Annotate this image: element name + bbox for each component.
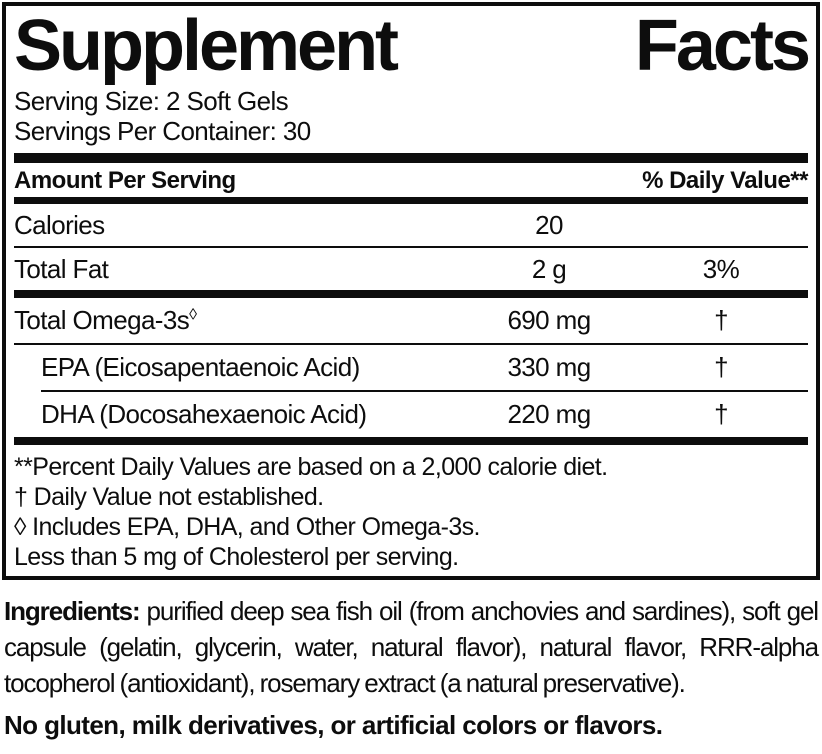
footnote-includes-omega3s: ◊ Includes EPA, DHA, and Other Omega-3s. bbox=[14, 513, 480, 541]
ingredients-text: purified deep sea fish oil (from anchovi… bbox=[4, 596, 819, 698]
table-row-dha: DHA (Docosahexaenoic Acid) 220 mg † bbox=[14, 392, 808, 437]
header-daily-value: % Daily Value** bbox=[642, 167, 808, 194]
panel-title: Supplement Facts bbox=[14, 6, 811, 86]
divider-thin bbox=[14, 246, 808, 248]
nutrient-dv: 3% bbox=[702, 253, 740, 284]
serving-size-text: Serving Size: 2 Soft Gels bbox=[14, 86, 289, 116]
nutrient-amount: 2 g bbox=[531, 253, 567, 284]
table-row-total-fat: Total Fat 2 g 3% bbox=[14, 248, 808, 290]
nutrient-name: Calories bbox=[14, 209, 105, 240]
title-word-supplement: Supplement bbox=[14, 6, 399, 86]
table-row-epa: EPA (Eicosapentaenoic Acid) 330 mg † bbox=[14, 345, 808, 390]
nutrient-amount: 330 mg bbox=[507, 352, 591, 382]
nutrient-name-text: Total Omega-3s bbox=[14, 305, 190, 335]
nutrient-name: Total Omega-3s◊ bbox=[14, 305, 464, 336]
table-header-row: Amount Per Serving % Daily Value** bbox=[14, 163, 808, 197]
divider-thin-indented bbox=[41, 390, 808, 392]
diamond-footnote-symbol: ◊ bbox=[189, 306, 197, 324]
nutrient-amount: 20 bbox=[535, 209, 563, 240]
ingredients-label: Ingredients: bbox=[4, 596, 141, 626]
table-row-calories: Calories 20 bbox=[14, 204, 808, 246]
divider-thin bbox=[14, 343, 808, 345]
divider-medium-under-header bbox=[14, 197, 808, 204]
nutrient-amount: 690 mg bbox=[507, 305, 591, 335]
footnote-cholesterol: Less than 5 mg of Cholesterol per servin… bbox=[14, 543, 459, 571]
nutrient-amount: 220 mg bbox=[507, 399, 591, 429]
servings-per-container-text: Servings Per Container: 30 bbox=[14, 116, 311, 146]
footnote-daily-value-not-established: † Daily Value not established. bbox=[14, 483, 324, 511]
divider-thick-top bbox=[14, 153, 808, 163]
nutrient-dv-dagger: † bbox=[714, 399, 728, 429]
nutrient-name: Total Fat bbox=[14, 253, 109, 284]
supplement-facts-panel: Supplement Facts Serving Size: 2 Soft Ge… bbox=[2, 2, 820, 580]
divider-thick-middle bbox=[14, 290, 808, 298]
divider-thick-bottom bbox=[14, 437, 808, 445]
nutrient-dv-dagger: † bbox=[714, 305, 728, 335]
allergen-statement: No gluten, milk derivatives, or artifici… bbox=[4, 710, 663, 740]
nutrient-name: DHA (Docosahexaenoic Acid) bbox=[41, 399, 367, 429]
table-row-total-omega3: Total Omega-3s◊ 690 mg † bbox=[14, 298, 808, 343]
header-amount-per-serving: Amount Per Serving bbox=[14, 167, 236, 194]
footnote-percent-daily-values: **Percent Daily Values are based on a 2,… bbox=[14, 453, 608, 481]
footnotes-block: **Percent Daily Values are based on a 2,… bbox=[14, 452, 808, 572]
title-word-facts: Facts bbox=[634, 6, 811, 86]
ingredients-paragraph: Ingredients: purified deep sea fish oil … bbox=[4, 593, 819, 701]
nutrient-name: EPA (Eicosapentaenoic Acid) bbox=[41, 352, 360, 382]
nutrient-dv-dagger: † bbox=[714, 352, 728, 382]
